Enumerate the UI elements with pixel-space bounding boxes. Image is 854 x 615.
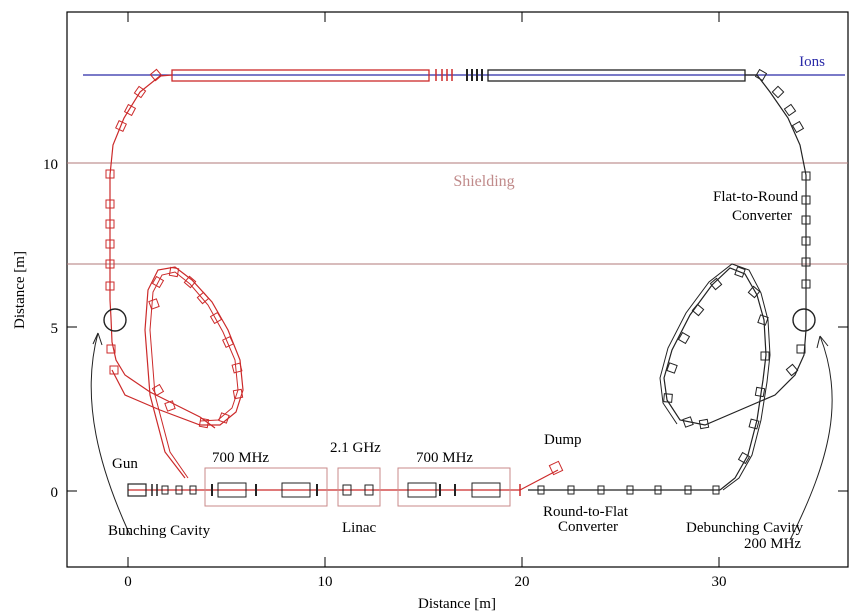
linac-label: Linac <box>342 520 376 536</box>
rf-700mhz-right-label: 700 MHz <box>416 450 473 466</box>
rf-2-1ghz-label: 2.1 GHz <box>330 440 381 456</box>
dump-label: Dump <box>544 432 582 448</box>
shielding-label: Shielding <box>453 173 514 190</box>
gun-label: Gun <box>112 456 138 472</box>
rf-box-700mhz-right <box>397 467 511 507</box>
debunching-label-line2: 200 MHz <box>744 536 801 552</box>
debunching-arrow <box>789 335 833 541</box>
round-to-flat-quads <box>537 485 720 495</box>
rf-cavities <box>217 482 501 498</box>
black-quads-top <box>466 69 483 81</box>
y-axis-title: Distance [m] <box>12 251 28 329</box>
gun-block <box>127 483 147 497</box>
bunching-cavity-label: Bunching Cavity <box>108 523 211 539</box>
bunching-cavity-circle <box>103 308 127 332</box>
black-arc-right <box>663 74 807 491</box>
bunching-arrow <box>90 332 131 536</box>
red-arc-left <box>109 74 216 429</box>
rf-box-2-1ghz <box>337 467 381 507</box>
red-magnets-left <box>105 68 163 375</box>
red-loop-inner <box>149 271 239 479</box>
x-tick-label: 20 <box>515 574 530 590</box>
ions-label: Ions <box>799 54 825 70</box>
y-axis-ticks <box>67 162 848 492</box>
y-tick-label: 5 <box>51 321 59 337</box>
flat-to-round-label-line2: Converter <box>732 208 792 224</box>
red-loop-magnets <box>148 266 244 429</box>
x-tick-label: 30 <box>712 574 727 590</box>
y-tick-label: 0 <box>51 485 59 501</box>
x-tick-label: 0 <box>124 574 132 590</box>
dump-block <box>548 460 564 476</box>
debunching-label-line1: Debunching Cavity <box>686 520 804 536</box>
debunching-cavity-circle <box>792 308 816 332</box>
x-tick-label: 10 <box>318 574 333 590</box>
debunching-arrowhead <box>816 335 829 349</box>
rf-700mhz-left-label: 700 MHz <box>212 450 269 466</box>
rf-box-700mhz-left <box>204 467 328 507</box>
bunching-arrowhead <box>92 332 103 346</box>
plot-frame <box>66 11 849 568</box>
black-arc-right-inner <box>659 263 771 491</box>
injector-elements <box>151 484 158 496</box>
y-tick-label: 10 <box>43 157 58 173</box>
round-to-flat-label-line1: Round-to-Flat <box>543 504 629 520</box>
rf-quads <box>211 484 456 496</box>
dump-line <box>519 469 559 491</box>
red-loop <box>111 266 244 479</box>
injector-boxes <box>161 485 197 495</box>
flat-to-round-label-line1: Flat-to-Round <box>713 189 798 205</box>
x-axis-title: Distance [m] <box>418 596 496 612</box>
black-magnets-right <box>663 68 811 465</box>
red-quads-top <box>435 69 453 81</box>
x-axis-ticks <box>127 12 720 567</box>
round-to-flat-label-line2: Converter <box>558 519 618 535</box>
